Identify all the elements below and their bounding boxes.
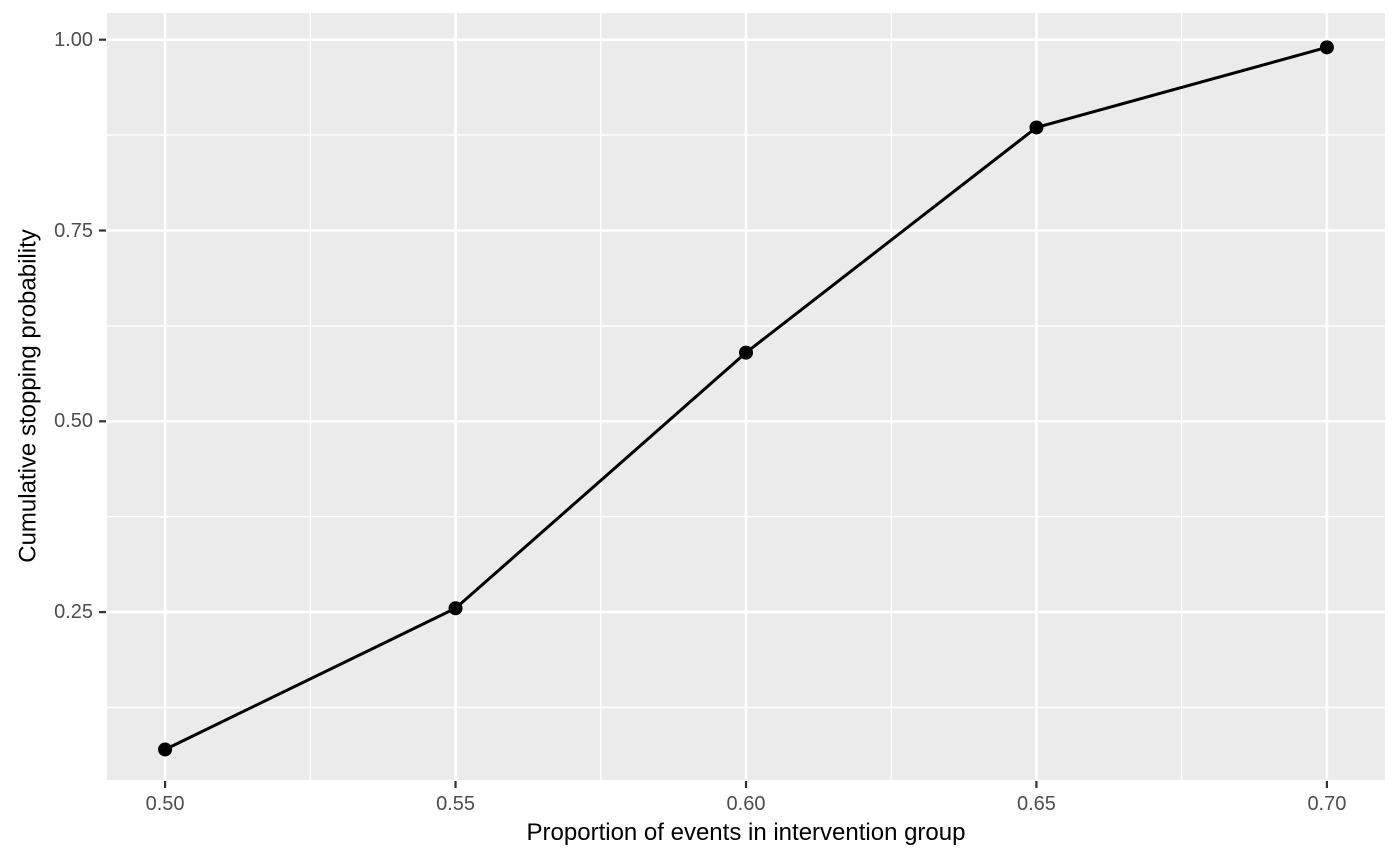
y-axis-title: Cumulative stopping probability	[14, 229, 42, 563]
x-tick-label: 0.65	[1016, 793, 1056, 815]
x-tick-label: 0.55	[436, 793, 475, 815]
data-point	[1029, 120, 1044, 135]
x-tick-label: 0.60	[726, 793, 766, 815]
y-tick-label: 0.50	[54, 410, 93, 433]
x-axis-title: Proportion of events in intervention gro…	[526, 819, 966, 846]
data-point	[739, 345, 753, 360]
y-tick-label: 0.25	[54, 601, 93, 624]
x-tick-label: 0.50	[145, 793, 185, 815]
data-point	[448, 601, 463, 616]
data-point	[1319, 40, 1334, 55]
y-tick-label: 1.00	[54, 28, 93, 51]
x-tick-label: 0.70	[1307, 793, 1347, 815]
data-point	[158, 742, 173, 757]
y-tick-label: 0.75	[54, 219, 93, 242]
